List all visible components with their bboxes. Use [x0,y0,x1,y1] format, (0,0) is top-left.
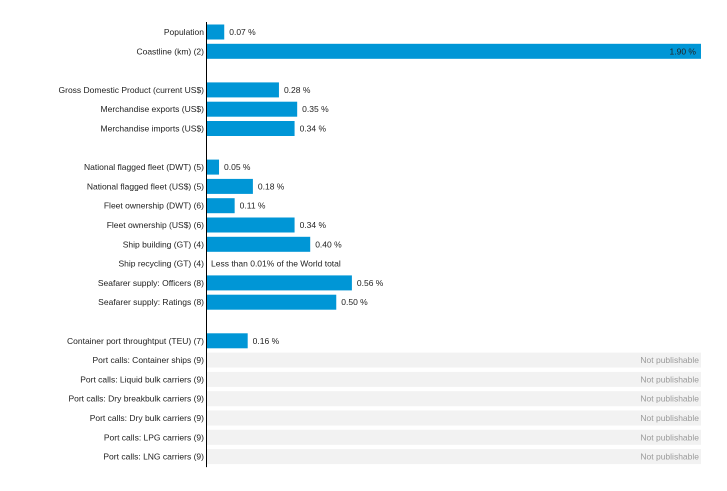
not-publishable-label: Not publishable [640,355,699,365]
bar [206,24,225,40]
category-label: Port calls: LNG carriers (9) [103,452,204,462]
value-label: 0.50 % [341,297,368,307]
bar [206,198,235,214]
category-label: Fleet ownership (DWT) (6) [104,201,204,211]
value-label: 0.07 % [229,27,256,37]
bar [206,121,295,136]
category-label: Container port throughtput (TEU) (7) [67,336,204,346]
value-label: 0.28 % [284,85,311,95]
category-label: Ship recycling (GT) (4) [119,259,205,269]
bar [206,333,248,349]
category-label: Port calls: LPG carriers (9) [104,432,204,442]
not-publishable-band [206,391,701,407]
category-label: Port calls: Liquid bulk carriers (9) [80,374,204,384]
category-label: Population [164,27,204,37]
not-publishable-band [206,410,701,426]
value-label: Less than 0.01% of the World total [211,259,341,269]
value-label: 0.34 % [300,124,327,134]
bar [206,159,220,175]
bar [206,82,279,98]
category-label: Seafarer supply: Ratings (8) [98,297,204,307]
not-publishable-label: Not publishable [640,432,699,442]
category-label: Coastline (km) (2) [136,46,204,56]
bar [206,294,337,310]
bar [206,275,352,291]
value-label: 0.11 % [240,201,266,211]
value-label: 0.05 % [224,162,251,172]
value-label: 0.16 % [253,336,280,346]
category-label: Seafarer supply: Officers (8) [98,278,204,288]
bars [206,24,701,349]
value-label: 0.40 % [315,239,342,249]
category-label: Port calls: Container ships (9) [93,355,205,365]
value-label: 0.35 % [302,104,329,114]
value-label: 0.18 % [258,181,285,191]
value-label: 0.34 % [300,220,327,230]
not-publishable-band [206,429,701,445]
category-label: Gross Domestic Product (current US$) [59,85,205,95]
not-publishable-band [206,352,701,368]
not-publishable-band [206,371,701,387]
category-label: Port calls: Dry breakbulk carriers (9) [68,394,204,404]
category-label: Merchandise exports (US$) [101,104,205,114]
not-publishable-label: Not publishable [640,452,699,462]
not-publishable-label: Not publishable [640,374,699,384]
category-label: Merchandise imports (US$) [101,124,205,134]
bar [206,43,701,59]
not-publishable-bands [206,352,701,465]
category-label: National flagged fleet (DWT) (5) [84,162,204,172]
bar [206,217,295,233]
value-label: 0.56 % [357,278,384,288]
category-labels: Population Coastline (km) (2) Gross Domest… [59,27,205,462]
category-label: Port calls: Dry bulk carriers (9) [90,413,204,423]
category-label: National flagged fleet (US$) (5) [87,181,204,191]
value-label: 1.90 % [670,46,697,56]
bar [206,178,253,194]
category-label: Ship building (GT) (4) [123,239,204,249]
not-publishable-label: Not publishable [640,413,699,423]
not-publishable-label: Not publishable [640,394,699,404]
bar [206,236,311,252]
value-labels: 0.07 % 1.90 % 0.28 % 0.35 % 0.34 % 0.05 % 0.18… [211,27,699,462]
category-label: Fleet ownership (US$) (6) [107,220,204,230]
not-publishable-band [206,449,701,465]
bar [206,101,298,117]
